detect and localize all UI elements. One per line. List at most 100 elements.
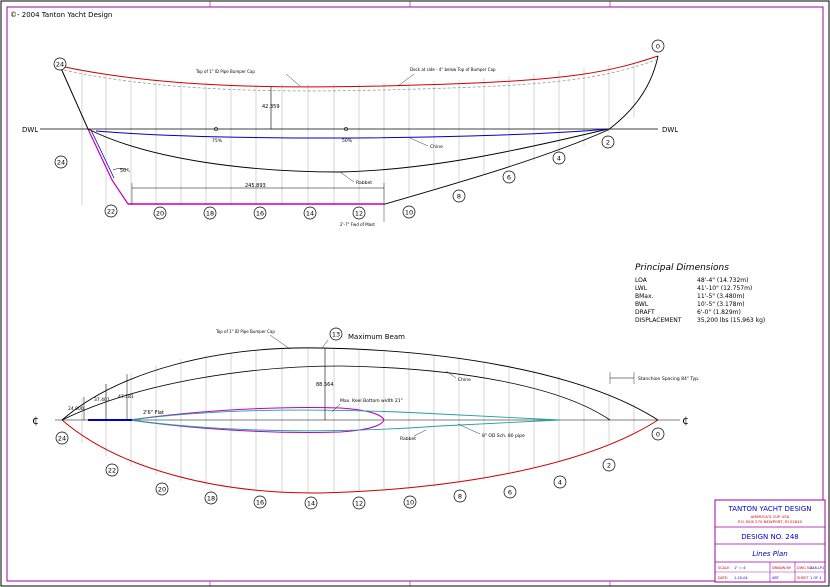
plan-station-10: 10 xyxy=(406,499,414,507)
pd-row-2-value: 11'-5" (3.480m) xyxy=(697,293,745,300)
profile-stem-line xyxy=(59,65,89,130)
plan-station-24: 24 xyxy=(58,435,66,443)
dwg-value: 248-LP1 xyxy=(810,566,824,570)
station-label-6: 6 xyxy=(507,174,511,182)
plan-station-12: 12 xyxy=(355,500,363,508)
scale-label: SCALE: xyxy=(718,566,730,570)
sheet-zone-ticks xyxy=(209,1,611,586)
plan-chine-line xyxy=(61,365,611,421)
station-label-8: 8 xyxy=(457,193,461,201)
dim-1-text: 24.000 xyxy=(68,406,84,412)
station-label-0: 0 xyxy=(656,43,660,51)
pd-row-3-value: 10'-5" (3.178m) xyxy=(697,301,745,308)
station-13-label: 13 xyxy=(332,331,340,339)
sheet-inner-border xyxy=(6,6,824,582)
plan-station-labels: 24 22 20 18 16 14 12 10 8 6 4 2 0 xyxy=(55,427,665,510)
leader-max-beam xyxy=(321,339,329,349)
plan-keel-outline xyxy=(129,407,385,433)
station-label-14: 14 xyxy=(306,210,314,218)
plan-station-14: 14 xyxy=(307,500,315,508)
label-chine: Chine xyxy=(430,144,443,150)
pd-row-5-value: 35,200 lbs (15,963 kg) xyxy=(697,317,765,324)
plan-label-chine: Chine xyxy=(458,377,471,383)
copyright-text: ©- 2004 Tanton Yacht Design xyxy=(10,11,112,19)
pd-row-2-label: BMax. xyxy=(635,293,654,300)
rabbet-length-text: 245.893 xyxy=(245,183,266,189)
leader-chine xyxy=(409,137,429,147)
plan-station-8: 8 xyxy=(458,493,462,501)
title-address-1: AMERICA'S CUP USA xyxy=(751,514,790,519)
label-deck-at-side: Deck at side - 4" below Top of Bumper Ca… xyxy=(410,67,496,72)
label-stanchion: Stanchion Spacing 84" Typ. xyxy=(638,376,699,382)
drawn-value: ABT xyxy=(772,576,780,580)
station-label-24-top: 24 xyxy=(56,61,64,69)
label-fwd-face: 2'-7" Fwd of Mast xyxy=(340,222,375,227)
profile-view: DWL DWL 42.359 75% 50% Top of 1" ID Pipe… xyxy=(22,39,678,227)
date-label: DATE: xyxy=(718,576,728,580)
plan-sheer-top xyxy=(61,347,659,421)
station-label-18: 18 xyxy=(206,210,214,218)
pd-row-3-label: BWL xyxy=(635,301,649,308)
label-flat: 2'6" Flat xyxy=(143,410,164,416)
pd-row-4-label: DRAFT xyxy=(635,309,655,316)
stem-angle-text: 50° xyxy=(120,168,129,174)
sheet-value: 1 OF 1 xyxy=(810,576,821,580)
plan-station-18: 18 xyxy=(207,495,215,503)
station-label-2: 2 xyxy=(606,139,610,147)
mark-50-symbol xyxy=(344,127,348,131)
profile-waterline-fairing xyxy=(95,128,607,139)
title-sheet-title: Lines Plan xyxy=(752,550,787,558)
plan-label-rabbet: Rabbet xyxy=(400,436,416,442)
dwl-label-right: DWL xyxy=(662,126,678,134)
plan-station-2: 2 xyxy=(607,462,611,470)
title-block: TANTON YACHT DESIGN AMERICA'S CUP USA P.… xyxy=(714,499,826,583)
leader-deck-at-side xyxy=(397,73,415,87)
station-label-4: 4 xyxy=(557,155,561,163)
leader-plan-rabbet xyxy=(413,429,427,437)
title-design-no: DESIGN NO. 248 xyxy=(741,533,798,541)
dim-3-text: 47.181 xyxy=(118,394,134,400)
label-keel-section: 8" OD Sch. 80 pipe xyxy=(482,433,525,439)
leader-keel-section xyxy=(457,423,481,435)
station-label-12: 12 xyxy=(355,210,363,218)
dwg-label: DWG NO. xyxy=(797,566,813,570)
centerline-symbol-left: ¢ xyxy=(32,414,39,427)
mark-75-text: 75% xyxy=(212,138,223,144)
dwl-label-left: DWL xyxy=(22,126,38,134)
principal-dimensions-title: Principal Dimensions xyxy=(635,263,729,273)
pd-row-1-value: 41'-10" (12.757m) xyxy=(697,285,752,292)
label-max-beam: Maximum Beam xyxy=(348,333,405,341)
mark-75-symbol xyxy=(214,127,218,131)
mark-50-text: 50% xyxy=(342,138,353,144)
profile-transom-line xyxy=(607,55,659,131)
half-beam-dim-text: 88.564 xyxy=(316,382,334,388)
plan-station-20: 20 xyxy=(158,486,166,494)
pd-row-1-label: LWL xyxy=(635,285,648,292)
leader-rabbet xyxy=(339,171,355,183)
plan-label-top-pipe: Top of 1" ID Pipe Bumper Cap xyxy=(215,329,275,334)
freeboard-dim-text: 42.359 xyxy=(262,104,280,110)
plan-rabbet-bottom xyxy=(129,419,561,432)
stem-angle-arc xyxy=(112,168,131,173)
title-company: TANTON YACHT DESIGN xyxy=(727,505,811,513)
profile-sheer-line xyxy=(59,55,659,88)
pd-row-4-value: 6'-0" (1.829m) xyxy=(697,309,741,316)
label-top-pipe: Top of 1" ID Pipe Bumper Cap xyxy=(195,69,255,74)
plan-station-16: 16 xyxy=(256,499,264,507)
pd-row-0-label: LOA xyxy=(635,277,648,284)
plan-station-4: 4 xyxy=(558,479,562,487)
plan-station-6: 6 xyxy=(508,489,512,497)
station-13-circle xyxy=(329,327,343,341)
leader-plan-chine xyxy=(445,370,457,379)
plan-rabbet-top xyxy=(129,409,561,421)
profile-station-lines xyxy=(81,62,635,205)
profile-station-labels: 24 24 22 20 18 16 14 12 10 8 6 4 2 xyxy=(53,39,665,220)
centerline-symbol-right: ¢ xyxy=(682,414,689,427)
title-address-2: P.O. BOX 270 NEWPORT, RI 02840 xyxy=(738,519,803,524)
station-label-10: 10 xyxy=(405,209,413,217)
station-label-22: 22 xyxy=(107,208,115,216)
label-bottom-width: Max. Keel Bottom width 21" xyxy=(340,398,403,404)
station-label-16: 16 xyxy=(256,210,264,218)
